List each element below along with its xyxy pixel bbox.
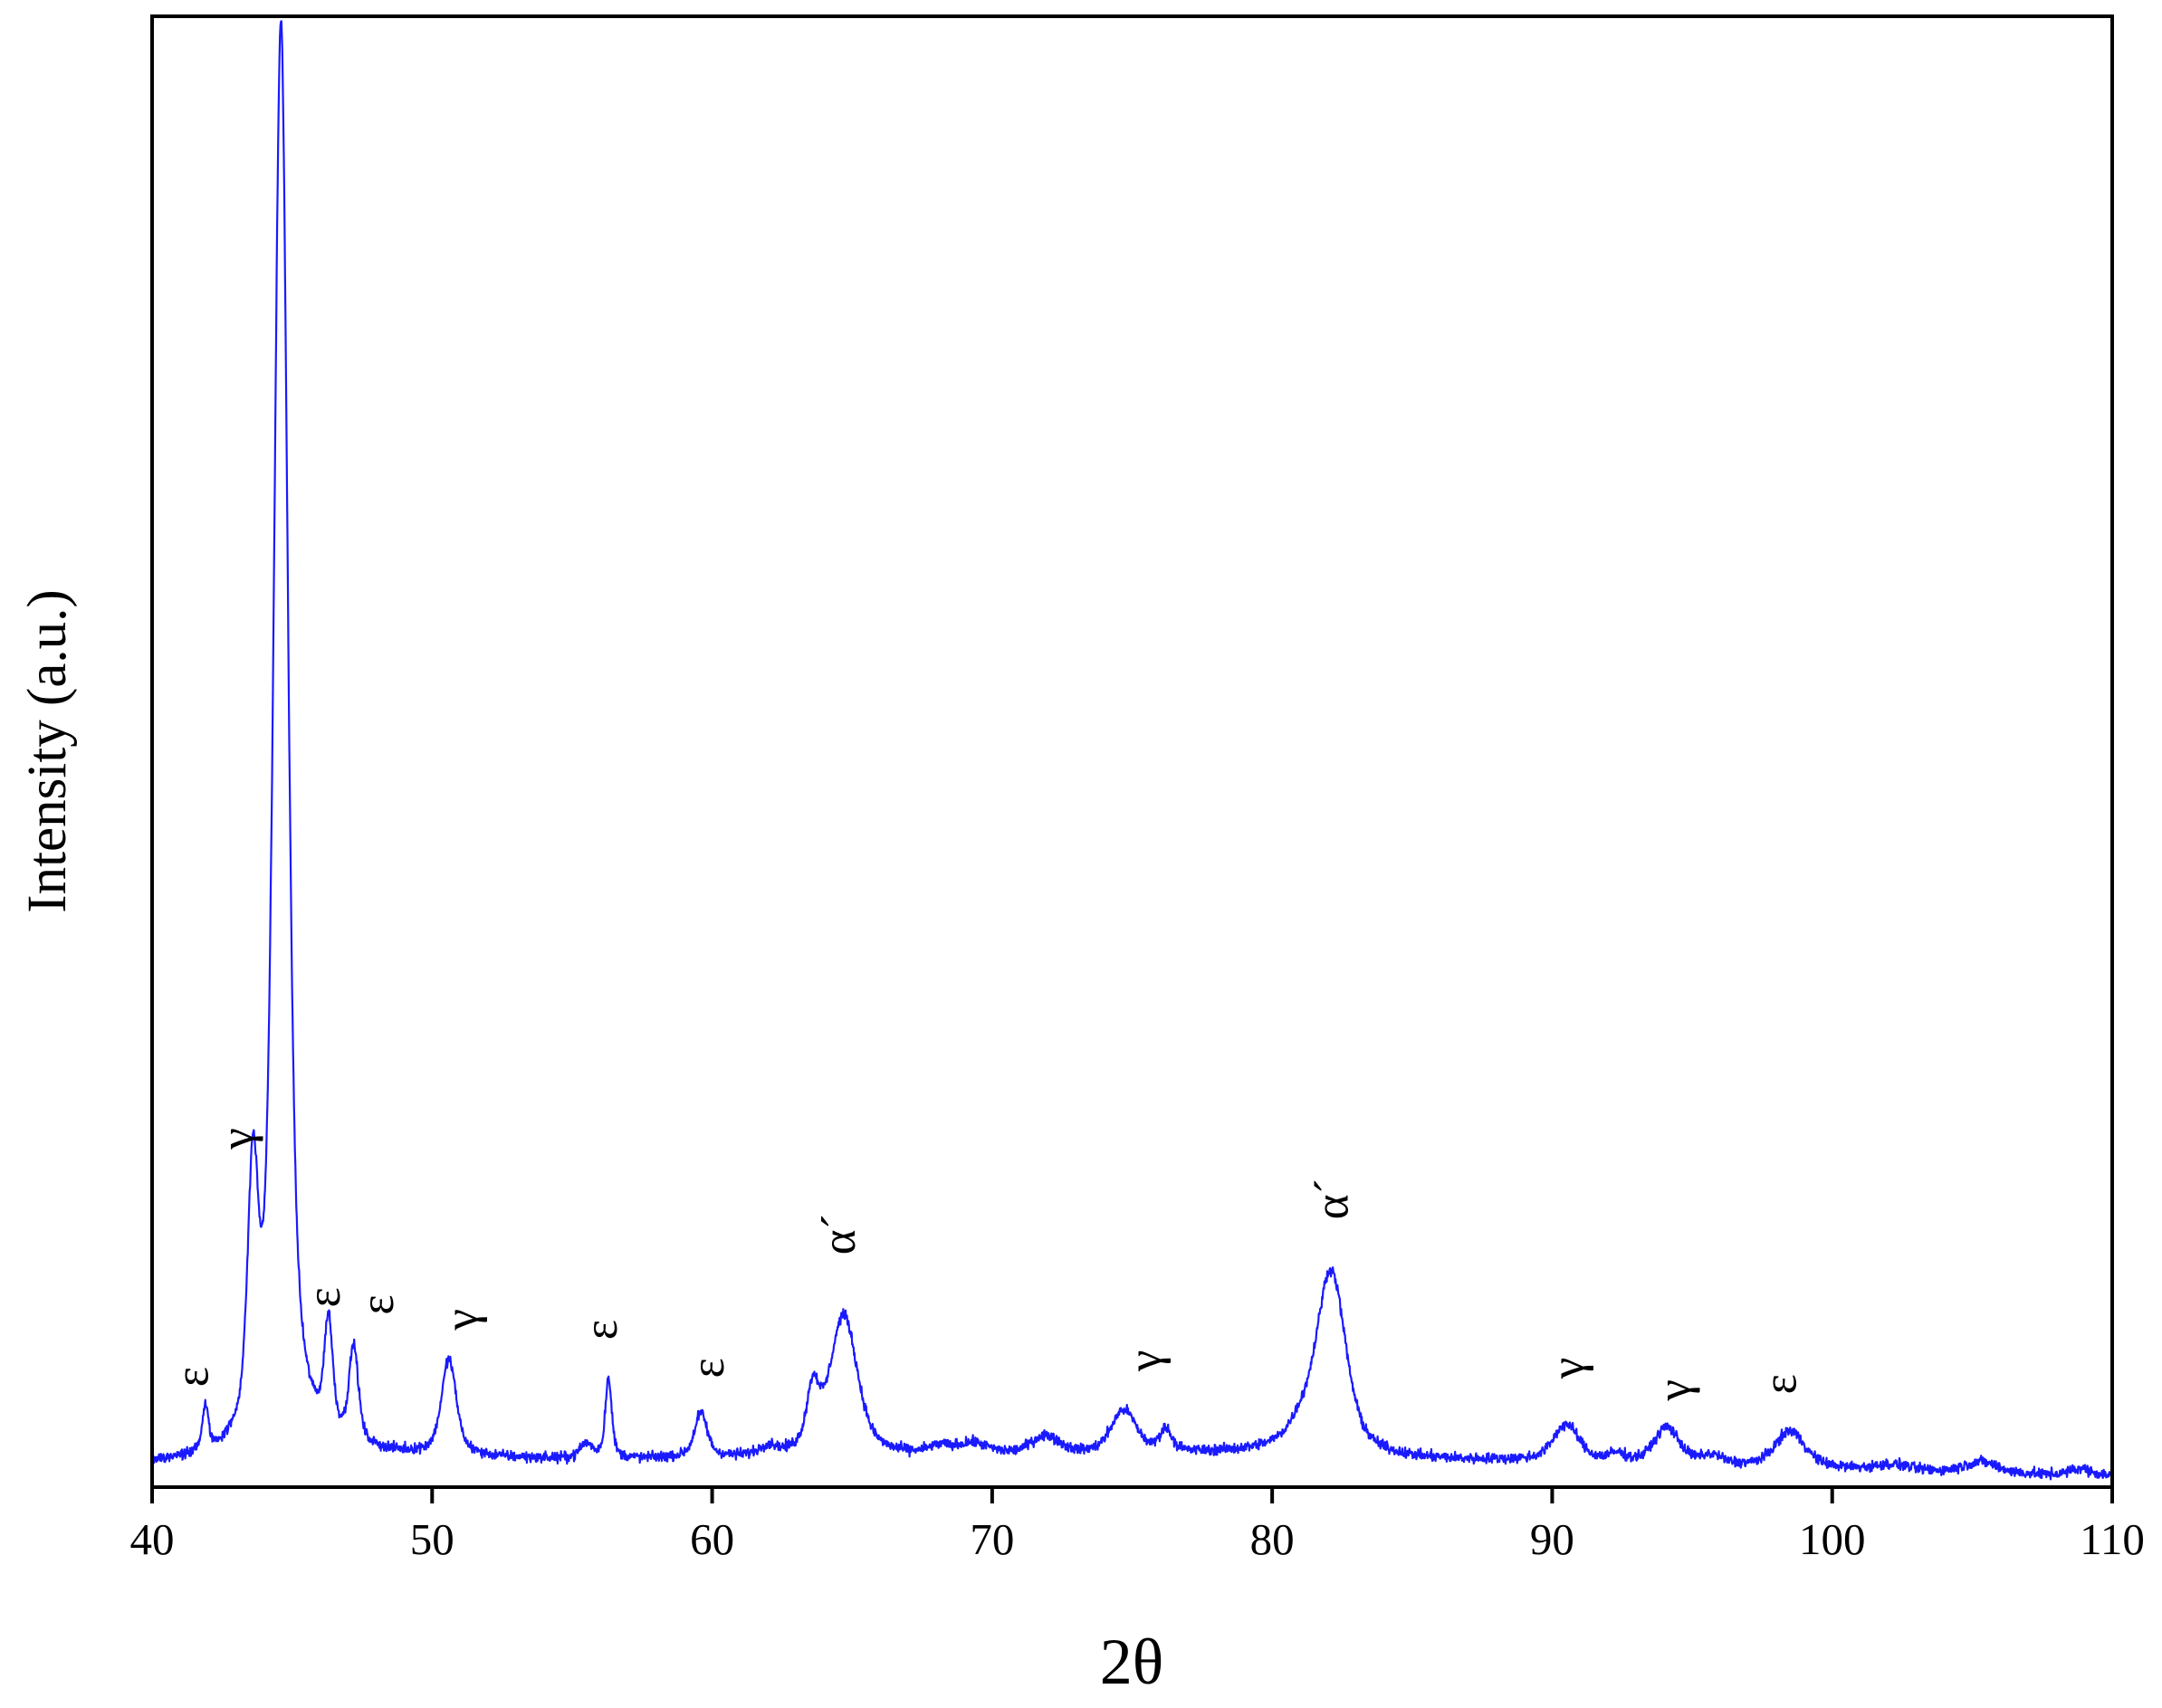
peak-label: ε [1754, 1374, 1806, 1394]
x-tick-label: 100 [1799, 1514, 1866, 1564]
peak-label: ε [682, 1358, 734, 1378]
plot-area [150, 14, 2114, 1489]
peak-label: α´ [1306, 1178, 1358, 1219]
peak-label: ε [351, 1294, 404, 1314]
x-tick-label: 110 [2080, 1514, 2145, 1564]
y-axis-title: Intensity (a.u.) [17, 589, 78, 912]
peak-label: ε [167, 1367, 219, 1387]
x-axis: 40 50 60 70 80 90 100 110 [130, 1487, 2145, 1564]
peak-label: ε [575, 1320, 627, 1340]
x-tick-label: 50 [410, 1514, 454, 1564]
xrd-series-line [152, 20, 2112, 1481]
series-group [152, 20, 2112, 1481]
x-tick-label: 60 [690, 1514, 734, 1564]
x-tick-label: 80 [1250, 1514, 1295, 1564]
peak-label: γ [211, 1128, 263, 1150]
x-tick-label: 70 [970, 1514, 1014, 1564]
peak-label: γ [435, 1309, 488, 1331]
plot-frame [150, 14, 2114, 1489]
x-tick-label: 90 [1530, 1514, 1574, 1564]
peak-label: ε [298, 1287, 350, 1307]
peak-label: γ [1648, 1379, 1700, 1401]
peak-label: γ [1541, 1358, 1593, 1379]
x-axis-title: 2θ [1100, 1626, 1164, 1698]
peak-label: α´ [813, 1214, 866, 1255]
peak-label: γ [1118, 1350, 1171, 1372]
x-tick-label: 40 [130, 1514, 175, 1564]
